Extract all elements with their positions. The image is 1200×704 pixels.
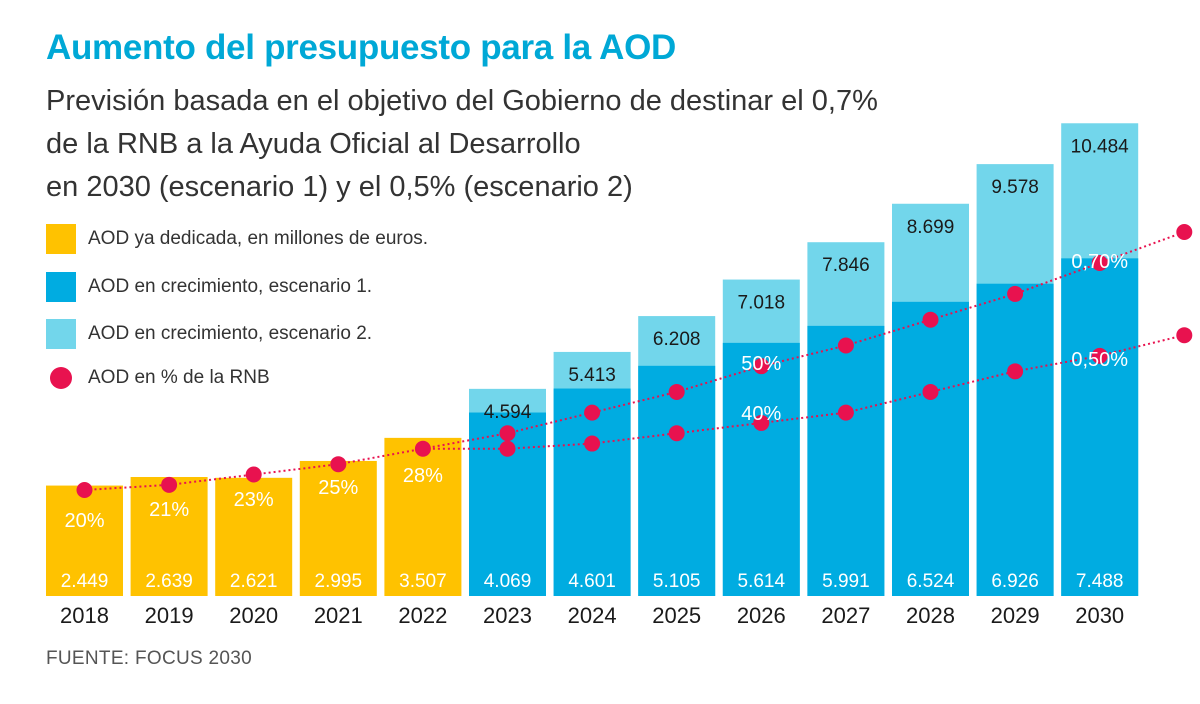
- value-label-scenario2-2029: 9.578: [991, 177, 1039, 198]
- rnb-point-scenario2-2024: [584, 435, 601, 452]
- rnb-point-scenario1-2030: [1091, 254, 1108, 271]
- x-tick-2029: 2029: [991, 603, 1040, 628]
- value-label-scenario1-2029: 6.926: [991, 571, 1039, 592]
- value-label-scenario2-2028: 8.699: [907, 217, 955, 238]
- legend-item-dedicated: AOD ya dedicada, en millones de euros.: [46, 224, 428, 254]
- rnb-point-scenario2-2028: [922, 383, 939, 400]
- subtitle-line-1: Previsión basada en el objetivo del Gobi…: [46, 85, 878, 117]
- bar-scenario1-2030: [1061, 258, 1139, 596]
- x-tick-2026: 2026: [737, 603, 786, 628]
- bar-dedicated-2022: [384, 437, 462, 596]
- legend-item-scenario1: AOD en crecimiento, escenario 1.: [46, 272, 372, 302]
- bar-dedicated-2020: [215, 477, 293, 596]
- rnb-line-historical: [84, 447, 424, 491]
- rnb-point-2022: [414, 440, 431, 457]
- value-label-dedicated-2019: 2.639: [145, 571, 193, 592]
- legend-swatch-scenario1: [46, 272, 76, 302]
- value-label-scenario1-2030: 7.488: [1076, 571, 1124, 592]
- bar-scenario1-2025: [638, 365, 716, 596]
- legend-swatch-dedicated: [46, 224, 76, 254]
- legend-swatch-scenario2: [46, 319, 76, 349]
- legend-item-scenario2: AOD en crecimiento, escenario 2.: [46, 319, 372, 349]
- value-label-scenario2-2026: 7.018: [738, 293, 786, 314]
- rnb-label-2030-scenario2: 0,50%: [1071, 349, 1128, 371]
- value-label-scenario2-2030: 10.484: [1071, 136, 1130, 157]
- x-tick-2030: 2030: [1075, 603, 1124, 628]
- bar-dedicated-2021: [299, 460, 377, 596]
- rnb-label-2022: 28%: [403, 465, 443, 487]
- value-label-scenario1-2028: 6.524: [907, 571, 955, 592]
- value-label-dedicated-2022: 3.507: [399, 571, 447, 592]
- chart-subtitle: Previsión basada en el objetivo del Gobi…: [46, 80, 946, 209]
- value-label-dedicated-2018: 2.449: [61, 571, 109, 592]
- rnb-point-scenario2-undefined: [1176, 327, 1193, 344]
- x-tick-2019: 2019: [145, 603, 194, 628]
- rnb-point-scenario1-2023: [499, 425, 516, 442]
- legend-label-scenario1: AOD en crecimiento, escenario 1.: [88, 276, 373, 297]
- legend-label-rnb-share: AOD en % de la RNB: [88, 367, 270, 388]
- rnb-point-scenario1-2024: [584, 404, 601, 421]
- rnb-label-2021: 25%: [318, 477, 358, 499]
- x-tick-2025: 2025: [652, 603, 701, 628]
- value-label-scenario2-2027: 7.846: [822, 255, 870, 276]
- rnb-point-scenario2-2023: [499, 440, 516, 457]
- x-tick-2020: 2020: [229, 603, 278, 628]
- bar-scenario1-2027: [807, 325, 885, 596]
- bar-scenario1-2028: [892, 301, 969, 596]
- source-note: FUENTE: FOCUS 2030: [46, 648, 253, 669]
- rnb-point-scenario1-2028: [922, 311, 939, 328]
- legend-label-dedicated: AOD ya dedicada, en millones de euros.: [88, 228, 429, 249]
- subtitle-line-3: en 2030 (escenario 1) y el 0,5% (escenar…: [46, 171, 633, 203]
- x-tick-2021: 2021: [314, 603, 363, 628]
- rnb-point-scenario1-2025: [668, 383, 685, 400]
- bar-scenario1-2029: [976, 283, 1054, 596]
- value-label-dedicated-2020: 2.621: [230, 571, 278, 592]
- x-tick-2022: 2022: [398, 603, 447, 628]
- rnb-point-2018: [76, 482, 93, 498]
- value-label-scenario1-2023: 4.069: [484, 571, 532, 592]
- legend-label-scenario2: AOD en crecimiento, escenario 2.: [88, 323, 373, 344]
- rnb-point-scenario1-2029: [1007, 285, 1024, 302]
- rnb-label-2026-scenario1: 50%: [741, 353, 781, 375]
- rnb-point-2020: [245, 466, 262, 483]
- rnb-point-scenario1-2027: [837, 337, 854, 354]
- value-label-scenario1-2025: 5.105: [653, 571, 701, 592]
- x-tick-2023: 2023: [483, 603, 532, 628]
- rnb-point-scenario1-undefined: [1176, 224, 1193, 240]
- x-tick-2024: 2024: [568, 603, 617, 628]
- value-label-scenario2-2023: 4.594: [484, 402, 532, 423]
- rnb-point-scenario2-2027: [837, 404, 854, 421]
- bar-dedicated-2018: [46, 485, 123, 596]
- rnb-point-scenario2-2026: [753, 414, 770, 431]
- rnb-label-2020: 23%: [234, 489, 274, 511]
- rnb-label-2030-scenario1: 0,70%: [1071, 251, 1128, 273]
- x-tick-2018: 2018: [60, 603, 109, 628]
- rnb-point-2021: [330, 456, 347, 473]
- bar-scenario1-2026: [722, 342, 800, 596]
- rnb-point-scenario2-2025: [668, 425, 685, 442]
- rnb-line-scenario2: [422, 334, 1185, 450]
- value-label-scenario2-2024: 5.413: [568, 365, 616, 386]
- legend-dot-rnb-share: [50, 367, 72, 389]
- value-label-scenario1-2024: 4.601: [568, 571, 616, 592]
- bar-scenario1-2024: [553, 388, 631, 596]
- rnb-label-2026-scenario2: 40%: [741, 403, 781, 425]
- rnb-label-2019: 21%: [149, 499, 189, 521]
- value-label-scenario1-2027: 5.991: [822, 571, 870, 592]
- rnb-label-2018: 20%: [64, 510, 104, 532]
- chart-title: Aumento del presupuesto para la AOD: [46, 28, 676, 67]
- rnb-point-scenario2-2029: [1007, 363, 1024, 380]
- bar-dedicated-2019: [130, 477, 208, 596]
- x-tick-2028: 2028: [906, 603, 955, 628]
- x-tick-2027: 2027: [821, 603, 870, 628]
- rnb-point-2019: [161, 476, 178, 493]
- value-label-dedicated-2021: 2.995: [315, 571, 363, 592]
- value-label-scenario1-2026: 5.614: [738, 571, 786, 592]
- legend-item-rnb-share: AOD en % de la RNB: [46, 363, 270, 393]
- rnb-point-scenario2-2030: [1091, 347, 1108, 364]
- subtitle-line-2: de la RNB a la Ayuda Oficial al Desarrol…: [46, 128, 581, 160]
- rnb-point-scenario1-2026: [753, 358, 770, 375]
- value-label-scenario2-2025: 6.208: [653, 329, 701, 350]
